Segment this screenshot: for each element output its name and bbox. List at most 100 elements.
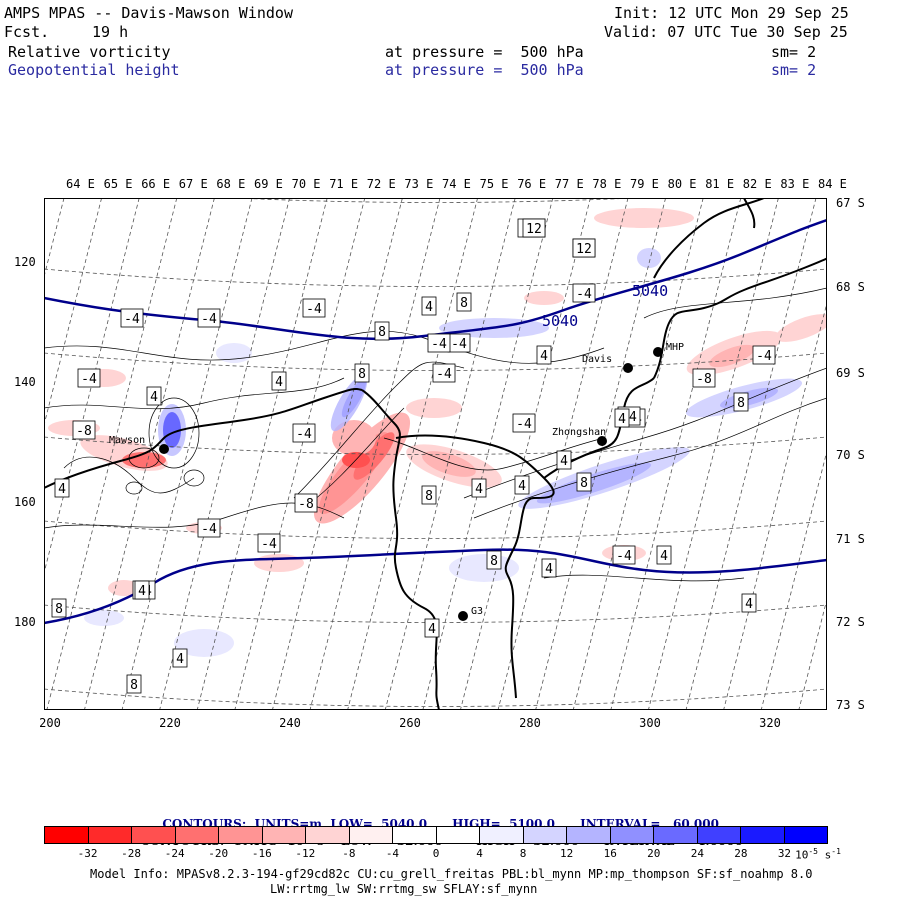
longitude-label: 72 E — [366, 177, 396, 191]
svg-text:-4: -4 — [756, 349, 772, 364]
colorbar-swatch — [741, 827, 785, 843]
vorticity-label: 4 — [514, 475, 530, 495]
svg-text:-8: -8 — [298, 497, 314, 512]
coastline — [44, 198, 827, 710]
vorticity-label: 4 — [541, 558, 557, 578]
svg-text:8: 8 — [580, 476, 588, 491]
colorbar-swatch — [88, 827, 132, 843]
vorticity-label: 8 — [486, 550, 502, 570]
longitude-label: 83 E — [780, 177, 810, 191]
vorticity-label: -4 — [447, 333, 471, 353]
y-tick-label: 140 — [14, 375, 36, 389]
vorticity-label: 8 — [126, 674, 142, 694]
longitude-label: 64 E — [66, 177, 95, 191]
colorbar-label: -16 — [251, 847, 272, 860]
svg-text:MHP: MHP — [666, 342, 684, 353]
colorbar-label: 4 — [476, 847, 483, 860]
vorticity-label: -4 — [512, 413, 536, 433]
svg-text:-4: -4 — [201, 312, 217, 327]
colorbar — [44, 826, 828, 844]
longitude-label: 66 E — [141, 177, 171, 191]
y-tick-label: 160 — [14, 495, 36, 509]
latitude-label: 69 S — [836, 366, 865, 380]
colorbar-label: -28 — [121, 847, 142, 860]
longitude-label: 76 E — [517, 177, 547, 191]
colorbar-swatch — [262, 827, 306, 843]
vorticity-label: 8 — [51, 598, 67, 618]
colorbar-swatch — [610, 827, 654, 843]
colorbar-swatch — [175, 827, 219, 843]
colorbar-label: 32 — [777, 847, 792, 860]
svg-text:-4: -4 — [81, 372, 97, 387]
colorbar-unit-exp2: -1 — [831, 847, 841, 856]
forecast-label: Fcst. — [4, 23, 50, 41]
svg-text:G3: G3 — [471, 606, 483, 617]
svg-text:-4: -4 — [296, 427, 312, 442]
vorticity-label: 4 — [471, 478, 487, 498]
colorbar-label: 24 — [690, 847, 704, 860]
vorticity-label: -4 — [572, 283, 596, 303]
svg-text:4: 4 — [425, 300, 433, 315]
colorbar-swatch — [567, 827, 611, 843]
field2-name: Geopotential height — [8, 61, 180, 79]
svg-text:8: 8 — [425, 489, 433, 504]
vorticity-label: -4 — [257, 533, 281, 553]
longitude-label: 67 E — [178, 177, 208, 191]
svg-text:-4: -4 — [436, 367, 452, 382]
vorticity-label: 8 — [374, 321, 390, 341]
colorbar-label: -12 — [295, 847, 316, 860]
colorbar-swatch — [393, 827, 437, 843]
vorticity-label: 4 — [134, 580, 150, 600]
longitude-label: 73 E — [404, 177, 434, 191]
model-info-line2: LW:rrtmg_lw SW:rrtmg_sw SFLAY:sf_mynn — [270, 882, 538, 896]
vorticity-label: 4 — [172, 648, 188, 668]
vorticity-label: 12 — [572, 238, 596, 258]
colorbar-swatch — [480, 827, 524, 843]
forecast-value: 19 h — [92, 23, 129, 41]
vorticity-label: 4 — [146, 386, 162, 406]
svg-text:-4: -4 — [306, 302, 322, 317]
colorbar-label: 16 — [603, 847, 617, 860]
latitude-label: 67 S — [836, 196, 865, 210]
svg-text:-4: -4 — [616, 549, 632, 564]
svg-text:4: 4 — [518, 479, 526, 494]
field1-name: Relative vorticity — [8, 43, 171, 61]
colorbar-swatch — [436, 827, 480, 843]
colorbar-label: 8 — [519, 847, 527, 860]
svg-text:8: 8 — [737, 396, 745, 411]
model-info-line1: Model Info: MPASv8.2.3-194-gf29cd82c CU:… — [90, 867, 813, 881]
svg-text:12: 12 — [576, 242, 592, 257]
longitude-label: 77 E — [554, 177, 584, 191]
svg-text:4: 4 — [176, 652, 184, 667]
colorbar-label: -24 — [164, 847, 185, 860]
longitude-label: 75 E — [479, 177, 509, 191]
field2-smoothing: sm= 2 — [771, 61, 817, 79]
longitude-label: 69 E — [254, 177, 283, 191]
svg-text:8: 8 — [130, 678, 138, 693]
x-tick-label: 260 — [399, 716, 421, 730]
latitude-label: 68 S — [836, 280, 865, 294]
vorticity-label: -4 — [612, 545, 636, 565]
svg-text:-4: -4 — [201, 522, 217, 537]
colorbar-swatch — [654, 827, 698, 843]
station-marker: Mawson — [109, 435, 169, 454]
svg-text:Mawson: Mawson — [109, 435, 145, 446]
vorticity-label: -4 — [302, 298, 326, 318]
colorbar-label: 0 — [432, 847, 440, 860]
colorbar-swatch — [349, 827, 393, 843]
map-frame — [44, 198, 827, 710]
vorticity-label: 8 — [354, 363, 370, 383]
vorticity-label: -4 — [432, 363, 456, 383]
longitude-label: 70 E — [291, 177, 321, 191]
svg-text:4: 4 — [275, 375, 283, 390]
longitude-label: 68 E — [216, 177, 246, 191]
svg-text:-4: -4 — [576, 287, 592, 302]
svg-text:4: 4 — [745, 597, 753, 612]
vorticity-label: -4 — [120, 308, 144, 328]
svg-text:-4: -4 — [261, 537, 277, 552]
svg-text:4: 4 — [475, 482, 483, 497]
height-label: 5040 — [542, 312, 578, 330]
colorbar-label: 20 — [647, 847, 661, 860]
svg-text:4: 4 — [618, 412, 626, 427]
svg-text:4: 4 — [58, 482, 66, 497]
